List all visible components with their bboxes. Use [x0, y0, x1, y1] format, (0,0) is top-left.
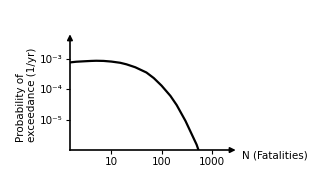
Y-axis label: Probability of
exceedance (1/yr): Probability of exceedance (1/yr): [16, 48, 37, 142]
Text: N (Fatalities): N (Fatalities): [242, 151, 308, 160]
